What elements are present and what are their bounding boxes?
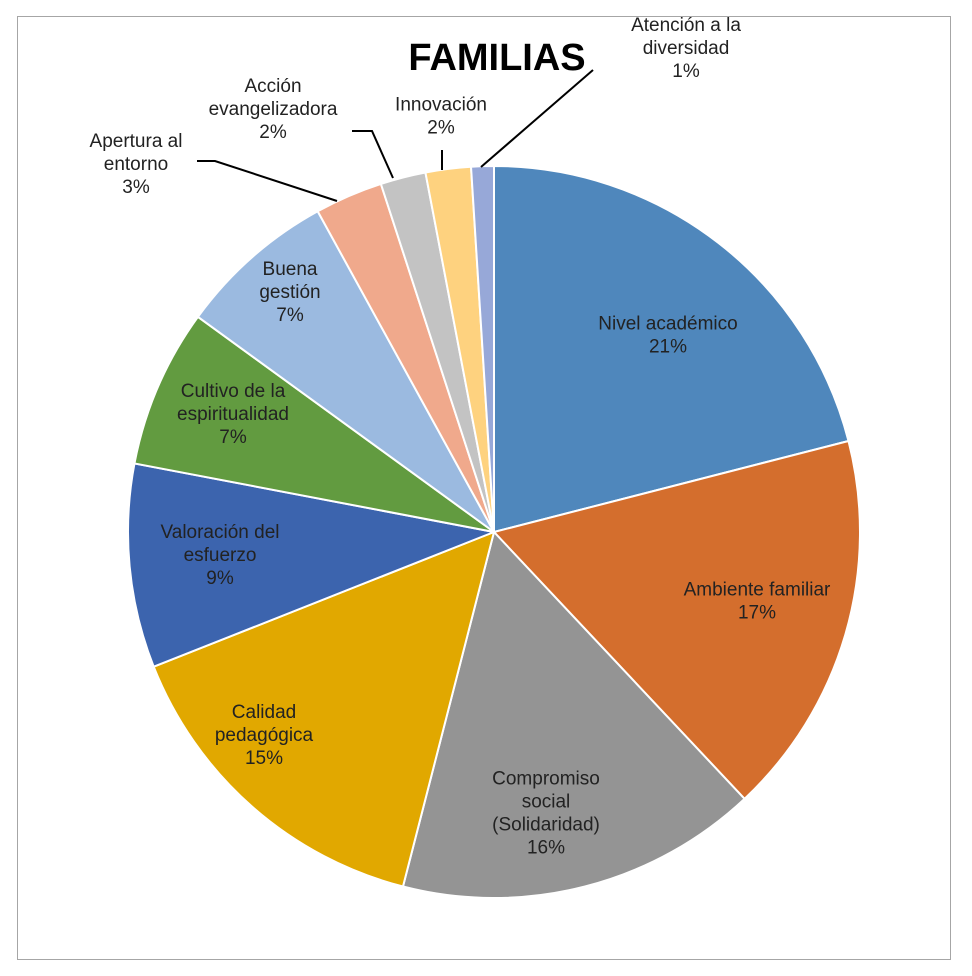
data-label-text: diversidad — [643, 38, 730, 59]
leader-line-11 — [480, 69, 594, 168]
data-label-percent: 3% — [122, 177, 150, 198]
data-label-text: Valoración del — [160, 522, 279, 543]
data-label-text: Atención a la — [631, 15, 741, 36]
pie-slice-3 — [401, 529, 746, 899]
data-label-text: social — [522, 792, 571, 813]
leader-line-9 — [352, 130, 394, 179]
data-label-text: evangelizadora — [209, 99, 338, 120]
data-label-percent: 9% — [206, 568, 234, 589]
pie-slice-6 — [133, 315, 495, 533]
data-label-text: Ambiente familiar — [684, 580, 831, 601]
data-label-9: Acción evangelizadora 2% — [209, 76, 338, 143]
data-label-4: Calidad pedagógica 15% — [215, 702, 314, 769]
pie-slice-2 — [492, 439, 861, 801]
data-label-percent: 2% — [259, 122, 287, 143]
data-labels: Nivel académico 21% Ambiente familiar 17% Co… — [90, 15, 832, 859]
data-label-text: (Solidaridad) — [492, 815, 600, 836]
data-label-text: Nivel académico — [598, 314, 737, 335]
data-label-text: espiritualidad — [177, 404, 289, 425]
data-label-percent: 16% — [527, 838, 565, 859]
leader-line-8 — [197, 160, 338, 202]
data-label-percent: 1% — [672, 61, 700, 82]
data-label-5: Valoración del esfuerzo 9% — [160, 522, 279, 589]
data-label-2: Ambiente familiar 17% — [684, 580, 831, 624]
data-label-text: Compromiso — [492, 769, 600, 790]
pie-slice-4 — [152, 530, 496, 888]
pie-slice-7 — [196, 209, 495, 533]
pie-slices — [127, 164, 861, 899]
leader-lines — [197, 69, 594, 202]
pie-slice-5 — [127, 462, 498, 669]
data-label-percent: 17% — [738, 603, 776, 624]
data-label-7: Buena gestión 7% — [259, 259, 320, 326]
data-label-text: Calidad — [232, 702, 296, 723]
data-label-text: Apertura al — [90, 131, 183, 152]
data-label-8: Apertura al entorno 3% — [90, 131, 183, 198]
data-label-text: pedagógica — [215, 725, 314, 746]
data-label-text: Buena — [263, 259, 318, 280]
data-label-text: Innovación — [395, 95, 487, 116]
data-label-text: Cultivo de la — [181, 381, 286, 402]
data-label-percent: 7% — [276, 305, 304, 326]
data-label-1: Nivel académico 21% — [598, 314, 737, 358]
data-label-10: Innovación 2% — [395, 95, 487, 139]
data-label-percent: 2% — [427, 118, 455, 139]
data-label-text: esfuerzo — [184, 545, 257, 566]
data-label-percent: 15% — [245, 748, 283, 769]
pie-slice-1 — [493, 164, 850, 534]
data-label-11: Atención a la diversidad 1% — [631, 15, 741, 82]
data-label-percent: 21% — [649, 337, 687, 358]
data-label-text: gestión — [259, 282, 320, 303]
data-label-6: Cultivo de la espiritualidad 7% — [177, 381, 289, 448]
data-label-text: Acción — [244, 76, 301, 97]
data-label-3: Compromiso social (Solidaridad) 16% — [492, 769, 600, 859]
data-label-percent: 7% — [219, 427, 247, 448]
data-label-text: entorno — [104, 154, 168, 175]
chart-title: FAMILIAS — [408, 37, 585, 79]
